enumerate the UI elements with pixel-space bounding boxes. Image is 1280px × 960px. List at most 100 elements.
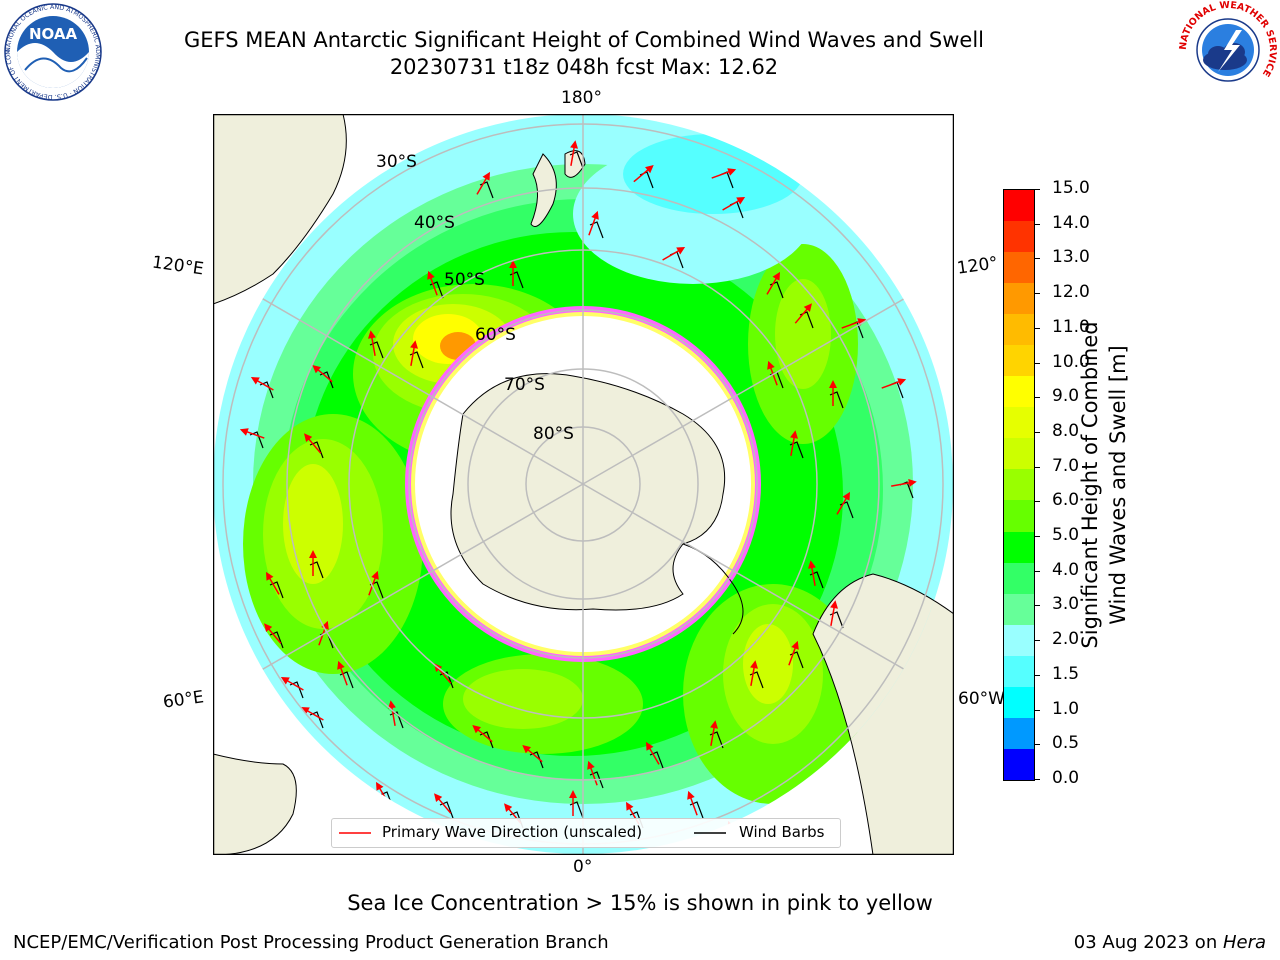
- lon-label-0: 0°: [573, 857, 593, 877]
- colorbar-tick-mark: [1034, 397, 1040, 399]
- colorbar-tick-label: 1.0: [1052, 698, 1080, 719]
- colorbar-segment: [1004, 407, 1034, 439]
- colorbar-segment: [1004, 531, 1034, 563]
- lon-label-120e: 120°E: [150, 252, 205, 280]
- wave-direction-arrow: [300, 707, 324, 721]
- wave-direction-arrow: [722, 197, 746, 211]
- wave-direction-arrow: [687, 790, 698, 816]
- noaa-logo: NATIONAL OCEANIC AND ATMOSPHERIC ADMINIS…: [3, 2, 102, 101]
- wave-direction-arrow: [766, 271, 780, 295]
- wave-direction-arrow: [836, 491, 850, 515]
- projected-disk: [213, 114, 953, 854]
- colorbar-tick-label: 0.0: [1052, 768, 1080, 788]
- colorbar-tick-label: 0.5: [1052, 733, 1080, 754]
- wave-direction-arrow: [570, 140, 578, 166]
- wave-direction-arrow: [881, 378, 907, 389]
- colorbar-segment: [1004, 562, 1034, 594]
- colorbar-tick-mark: [1034, 570, 1040, 572]
- wave-direction-arrow: [427, 270, 438, 296]
- lat-label-50s: 50°S: [444, 270, 485, 290]
- colorbar-tick-mark: [1034, 674, 1040, 676]
- colorbar-tick-mark: [1034, 536, 1040, 538]
- colorbar-segment: [1004, 314, 1034, 346]
- colorbar-tick-label: 6.0: [1052, 490, 1080, 511]
- map-title: GEFS MEAN Antarctic Significant Height o…: [183, 28, 985, 52]
- colorbar-tick-label: 2.0: [1052, 629, 1080, 650]
- colorbar-label-line2: Wind Waves and Swell [m]: [1106, 345, 1130, 625]
- lon-label-180: 180°: [561, 88, 602, 108]
- wave-direction-arrow: [646, 741, 660, 765]
- branch-credit: NCEP/EMC/Verification Post Processing Pr…: [13, 932, 609, 953]
- colorbar-segment: [1004, 655, 1034, 687]
- wave-direction-arrow: [891, 479, 917, 487]
- wave-direction-arrow: [368, 330, 376, 356]
- lon-label-120w: 120°: [955, 253, 1000, 279]
- colorbar-tick-label: 1.5: [1052, 663, 1080, 684]
- colorbar-segment: [1004, 438, 1034, 470]
- wave-height-contour: [743, 624, 793, 704]
- colorbar-segment: [1004, 221, 1034, 253]
- wave-direction-arrow: [472, 725, 493, 743]
- colorbar-segment: [1004, 190, 1034, 222]
- wave-direction-arrow: [280, 677, 304, 691]
- colorbar: [1003, 189, 1035, 781]
- wave-direction-arrow: [829, 380, 837, 406]
- sea-ice-note: Sea Ice Concentration > 15% is shown in …: [347, 891, 933, 915]
- wave-direction-arrow: [434, 793, 452, 814]
- colorbar-tick-label: 3.0: [1052, 594, 1080, 615]
- colorbar-segment: [1004, 748, 1034, 780]
- colorbar-tick-mark: [1034, 779, 1040, 780]
- wind-barbs-legend-line: [694, 832, 726, 834]
- lon-label-60e: 60°E: [161, 687, 206, 713]
- wave-direction-arrow: [309, 550, 317, 576]
- colorbar-tick-mark: [1034, 189, 1040, 190]
- wave-direction-arrow: [250, 377, 274, 391]
- colorbar-segment: [1004, 717, 1034, 749]
- wave-direction-arrow: [633, 165, 654, 183]
- colorbar-segment: [1004, 624, 1034, 656]
- wave-direction-arrow: [239, 428, 265, 439]
- wave-height-contour: [463, 669, 583, 729]
- colorbar-tick-label: 5.0: [1052, 525, 1080, 546]
- lat-label-40s: 40°S: [414, 213, 455, 233]
- wave-direction-arrow: [587, 760, 598, 786]
- antarctica: [450, 373, 726, 611]
- wave-height-contour: [775, 279, 831, 389]
- colorbar-segment: [1004, 283, 1034, 315]
- wave-direction-arrow: [750, 660, 758, 686]
- lat-label-30s: 30°S: [376, 152, 417, 172]
- colorbar-segment: [1004, 252, 1034, 284]
- wave-direction-arrow: [476, 171, 490, 195]
- colorbar-tick-mark: [1034, 501, 1040, 503]
- wave-direction-arrow: [522, 745, 543, 763]
- run-date-text: 03 Aug 2023 on: [1073, 932, 1223, 953]
- lat-label-60s: 60°S: [475, 325, 516, 345]
- colorbar-tick-mark: [1034, 709, 1040, 711]
- colorbar-segment: [1004, 593, 1034, 625]
- colorbar-segment: [1004, 686, 1034, 718]
- noaa-logo-text: NOAA: [29, 25, 78, 43]
- colorbar-tick-label: 9.0: [1052, 386, 1080, 407]
- colorbar-tick-label: 12.0: [1052, 282, 1090, 303]
- colorbar-tick-mark: [1034, 258, 1040, 260]
- wave-direction-legend-label: Primary Wave Direction (unscaled): [382, 823, 643, 841]
- colorbar-tick-mark: [1034, 744, 1040, 746]
- run-date: 03 Aug 2023 on Hera: [1074, 932, 1266, 953]
- colorbar-tick-label: 14.0: [1052, 212, 1090, 233]
- nws-logo: NATIONAL WEATHER SERVICE: [1178, 0, 1278, 98]
- wind-barbs-legend-label: Wind Barbs: [739, 823, 825, 841]
- wave-direction-arrow: [830, 600, 838, 626]
- colorbar-tick-mark: [1034, 327, 1040, 329]
- colorbar-segment: [1004, 500, 1034, 532]
- colorbar-tick-label: 15.0: [1052, 178, 1090, 198]
- wave-direction-arrow: [711, 168, 737, 179]
- colorbar-tick-label: 7.0: [1052, 455, 1080, 476]
- lat-label-80s: 80°S: [533, 424, 574, 444]
- wave-direction-arrow: [788, 640, 799, 666]
- colorbar-tick-label: 8.0: [1052, 420, 1080, 441]
- wave-direction-arrow: [794, 303, 812, 324]
- wave-direction-arrow: [790, 430, 798, 456]
- wave-direction-arrow: [588, 210, 599, 236]
- map-subtitle: 20230731 t18z 048h fcst Max: 12.62: [389, 55, 779, 79]
- colorbar-segment: [1004, 469, 1034, 501]
